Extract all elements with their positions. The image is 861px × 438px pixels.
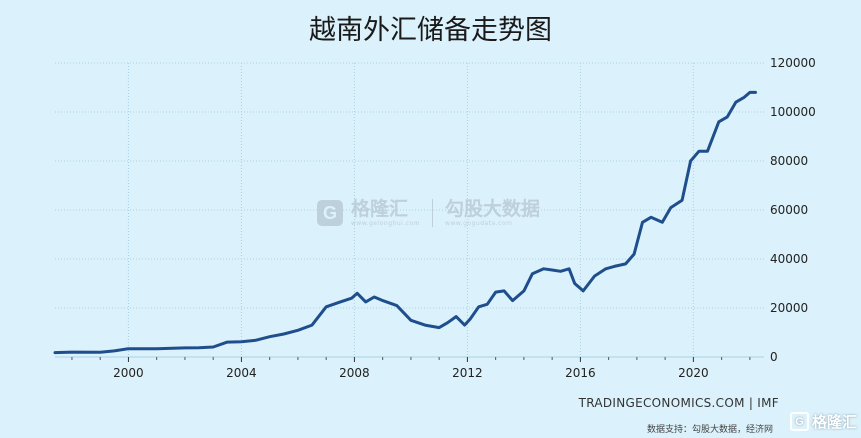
x-axis-ticks: 2000 2004 2008 2012 2016 2020 [71,357,751,380]
brand-badge: G 格隆汇 [789,411,857,432]
grid-lines [55,62,764,358]
brand-logo-icon: G [789,412,809,431]
x-tick-label: 2000 [113,366,144,380]
source-label: TRADINGECONOMICS.COM | IMF [578,396,779,410]
watermark-name: 格隆汇 [351,197,409,220]
watermark-name-2: 勾股大数据 [445,197,541,220]
y-tick-label: 20000 [770,301,808,315]
x-tick-label: 2004 [226,366,257,380]
y-tick-label: 100000 [770,105,816,119]
y-tick-label: 120000 [770,56,816,70]
watermark-url: www.gelonghui.com [351,219,421,227]
gelonghui-logo-icon: G [317,200,343,226]
watermark: G 格隆汇 www.gelonghui.com 勾股大数据 www.goguda… [317,199,540,227]
y-tick-label: 80000 [770,154,808,168]
y-axis-ticks: 0 20000 40000 60000 80000 100000 120000 [770,56,816,364]
watermark-brand-2: 勾股大数据 www.gogudata.com [445,197,541,227]
x-tick-label: 2008 [339,366,370,380]
x-tick-label: 2020 [678,366,709,380]
series-line [53,90,757,355]
watermark-url-2: www.gogudata.com [445,219,513,227]
watermark-brand: 格隆汇 www.gelonghui.com [351,197,421,227]
brand-name: 格隆汇 [811,413,857,431]
x-tick-label: 2016 [565,366,596,380]
y-tick-label: 60000 [770,203,808,217]
chart-title: 越南外汇储备走势图 [309,15,552,46]
watermark-divider [432,199,434,227]
y-tick-label: 40000 [770,252,808,266]
x-tick-label: 2012 [452,366,483,380]
y-tick-label: 0 [770,350,778,364]
data-support-footer: 数据支持：勾股大数据，经济网 [646,425,773,435]
